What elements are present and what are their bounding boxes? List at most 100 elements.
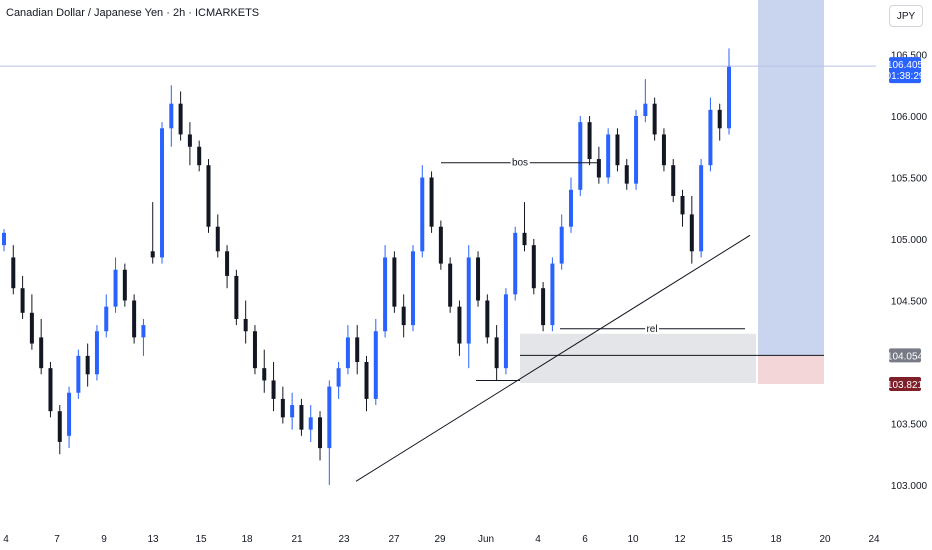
candle-body — [150, 251, 155, 258]
candle-body — [290, 405, 295, 418]
candle-body — [699, 165, 704, 252]
candle-body — [48, 368, 53, 412]
candle-body — [234, 275, 239, 319]
candle-body — [206, 165, 211, 227]
entry-price-label: 104.054 — [887, 351, 924, 362]
candle-body — [20, 288, 25, 313]
candle-body — [243, 318, 248, 332]
candle-body — [383, 257, 388, 332]
candle-body — [457, 306, 462, 344]
candle-body — [680, 195, 685, 215]
x-tick-label: 27 — [388, 534, 400, 545]
candle-body — [252, 331, 257, 369]
candle-body — [615, 134, 620, 166]
candle-body — [578, 122, 583, 190]
y-tick-label: 106.000 — [891, 112, 928, 123]
trendline — [355, 234, 751, 482]
x-tick-label: 15 — [721, 534, 733, 545]
x-tick-label: 15 — [195, 534, 207, 545]
candle-body — [113, 269, 118, 307]
candle-body — [410, 251, 415, 326]
entry-price-tag — [889, 348, 921, 363]
candle-body — [364, 362, 369, 399]
candle-body — [531, 245, 536, 289]
candle-body — [708, 109, 713, 166]
candle-body — [550, 263, 555, 326]
x-tick-label: 10 — [627, 534, 639, 545]
current-price-tag — [889, 57, 921, 84]
candle-body — [392, 257, 397, 307]
x-tick-label: 6 — [582, 534, 588, 545]
candle-body — [559, 226, 564, 264]
candle-body — [355, 337, 360, 362]
x-tick-label: 4 — [3, 534, 9, 545]
currency-selector-button[interactable]: JPY — [889, 5, 923, 27]
candle-body — [438, 226, 443, 264]
candle-body — [466, 257, 471, 344]
candle-body — [494, 337, 499, 369]
candle-body — [373, 331, 378, 399]
candle-body — [503, 294, 508, 369]
stop-zone — [758, 355, 824, 385]
candle-body — [2, 232, 6, 246]
x-tick-label: 9 — [101, 534, 107, 545]
countdown-label: 01:38:29 — [886, 71, 925, 82]
candle-body — [67, 392, 72, 436]
candle-body — [215, 226, 220, 252]
candle-body — [169, 103, 174, 129]
x-tick-label: 18 — [241, 534, 253, 545]
candle-body — [280, 398, 285, 418]
candle-body — [643, 103, 648, 116]
candle-body — [29, 312, 34, 344]
candle-body — [104, 306, 109, 332]
x-tick-label: 18 — [770, 534, 782, 545]
candle-body — [76, 355, 81, 393]
stop-price-tag — [889, 377, 921, 392]
candle-body — [727, 66, 731, 129]
x-tick-label: 13 — [147, 534, 159, 545]
candle-body — [429, 177, 434, 227]
x-tick-label: 20 — [819, 534, 831, 545]
x-tick-label: 23 — [338, 534, 350, 545]
candle-body — [327, 386, 332, 449]
candle-body — [671, 165, 676, 196]
candle-body — [717, 109, 722, 129]
candle-body — [160, 128, 165, 258]
candle-body — [624, 165, 629, 184]
candle-body — [308, 417, 313, 430]
y-tick-label: 104.500 — [891, 297, 928, 308]
candle-body — [587, 122, 592, 160]
candle-body — [299, 405, 304, 430]
x-tick-label: 29 — [434, 534, 446, 545]
candle-body — [513, 232, 518, 295]
candle-body — [318, 417, 323, 449]
candle-body — [485, 300, 490, 338]
candle-body — [541, 288, 546, 326]
candle-body — [448, 263, 453, 307]
candle-body — [476, 257, 481, 301]
y-tick-label: 105.000 — [891, 235, 928, 246]
x-tick-label: Jun — [478, 534, 494, 545]
candle-body — [689, 214, 694, 252]
demand-zone — [520, 333, 756, 383]
candle-body — [122, 269, 127, 301]
candle-body — [39, 337, 44, 369]
candle-body — [225, 251, 230, 276]
stop-price-label: 103.821 — [887, 380, 924, 391]
candle-body — [141, 325, 146, 338]
candle-body — [178, 103, 183, 135]
x-tick-label: 24 — [868, 534, 880, 545]
candle-body — [85, 355, 90, 375]
candle-body — [57, 411, 62, 442]
candle-body — [522, 232, 527, 246]
rel-label: rel — [646, 324, 657, 335]
target-zone — [758, 0, 824, 356]
x-tick-label: 12 — [674, 534, 686, 545]
candle-body — [606, 134, 611, 178]
symbol-title: Canadian Dollar / Japanese Yen · 2h · IC… — [6, 7, 260, 19]
y-tick-label: 105.500 — [891, 174, 928, 185]
candle-body — [652, 103, 657, 135]
candle-body — [345, 337, 350, 369]
